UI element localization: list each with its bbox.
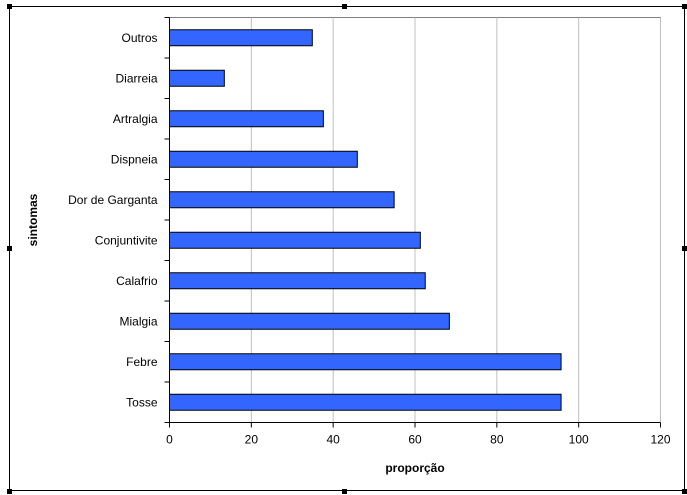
bar-dor-de-garganta: [169, 191, 395, 209]
resize-handle-bottom-right[interactable]: [682, 489, 687, 494]
x-axis-label: proporção: [385, 461, 444, 475]
resize-handle-top-left[interactable]: [7, 4, 12, 9]
bar-conjuntivite: [169, 231, 421, 249]
y-tick-label: Outros: [121, 31, 157, 45]
x-tick-label: 20: [245, 433, 259, 447]
x-tick-label: 0: [166, 433, 173, 447]
bar-outros: [169, 29, 313, 47]
y-axis-label: sintomas: [26, 193, 40, 246]
bar-calafrio: [169, 272, 426, 290]
resize-handle-left[interactable]: [7, 246, 12, 251]
y-tick-label: Mialgia: [119, 314, 157, 328]
resize-handle-top-right[interactable]: [682, 4, 687, 9]
resize-handle-right[interactable]: [682, 246, 687, 251]
y-tick-label: Febre: [126, 355, 158, 369]
x-tick-label: 60: [408, 433, 422, 447]
bar-mialgia: [169, 312, 450, 330]
resize-handle-bottom[interactable]: [342, 489, 347, 494]
bar-tosse: [169, 393, 562, 411]
x-tick-label: 80: [490, 433, 504, 447]
x-tick-label: 40: [326, 433, 340, 447]
y-tick-label: Dor de Garganta: [68, 193, 158, 207]
bar-dispneia: [169, 150, 358, 168]
bar-febre: [169, 353, 562, 371]
resize-handle-bottom-left[interactable]: [7, 489, 12, 494]
y-tick-label: Tosse: [126, 395, 158, 409]
y-tick-label: Conjuntivite: [95, 233, 158, 247]
x-tick-label: 100: [569, 433, 589, 447]
bar-diarreia: [169, 69, 225, 87]
y-tick-label: Artralgia: [113, 112, 158, 126]
resize-handle-top[interactable]: [342, 4, 347, 9]
y-tick-label: Diarreia: [115, 71, 157, 85]
y-tick-label: Dispneia: [111, 152, 158, 166]
x-tick-label: 120: [650, 433, 670, 447]
bar-artralgia: [169, 110, 324, 128]
y-tick-label: Calafrio: [116, 274, 158, 288]
